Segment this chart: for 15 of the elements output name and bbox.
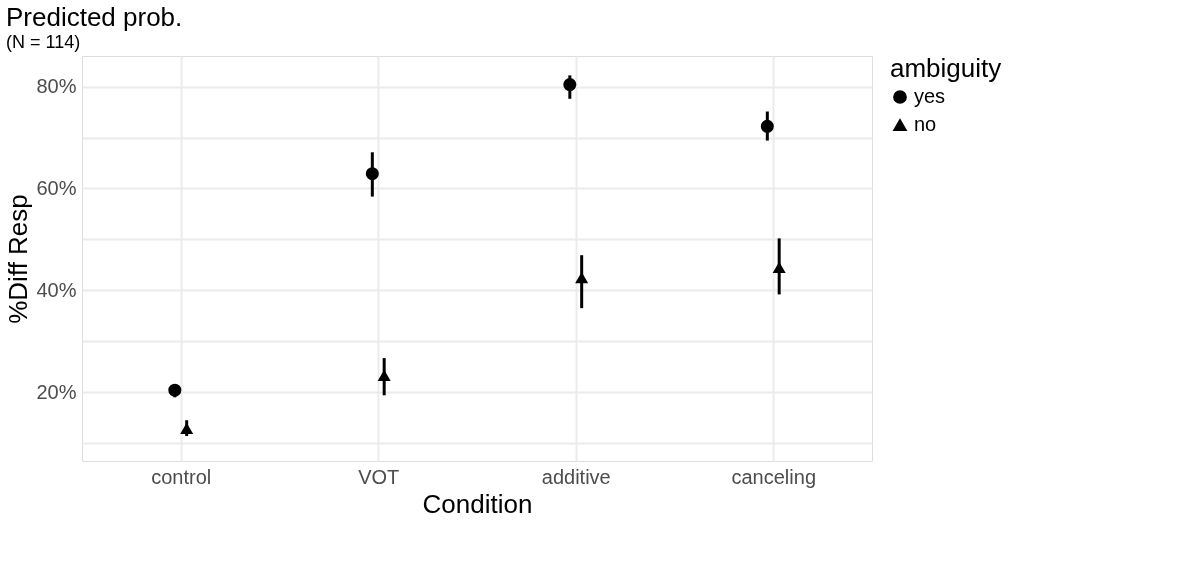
y-tick-label: 80% [36, 75, 77, 98]
x-tick-label: canceling [731, 465, 817, 488]
y-tick-label: 20% [36, 380, 77, 403]
x-tick-label: additive [541, 465, 611, 488]
legend-title: ambiguity [890, 53, 1002, 83]
y-tick-label: 60% [36, 176, 77, 199]
y-tick-label: 40% [36, 278, 77, 301]
chart-title: Predicted prob. [5, 2, 183, 32]
x-tick-label: VOT [358, 465, 400, 488]
y-axis-title: %Diff Resp [3, 194, 34, 324]
chart-subtitle: (N = 114) [5, 32, 81, 52]
legend-label: yes [914, 85, 946, 107]
x-axis-title: Condition [422, 488, 533, 519]
x-tick-label: control [151, 465, 212, 488]
legend-label: no [914, 113, 937, 135]
